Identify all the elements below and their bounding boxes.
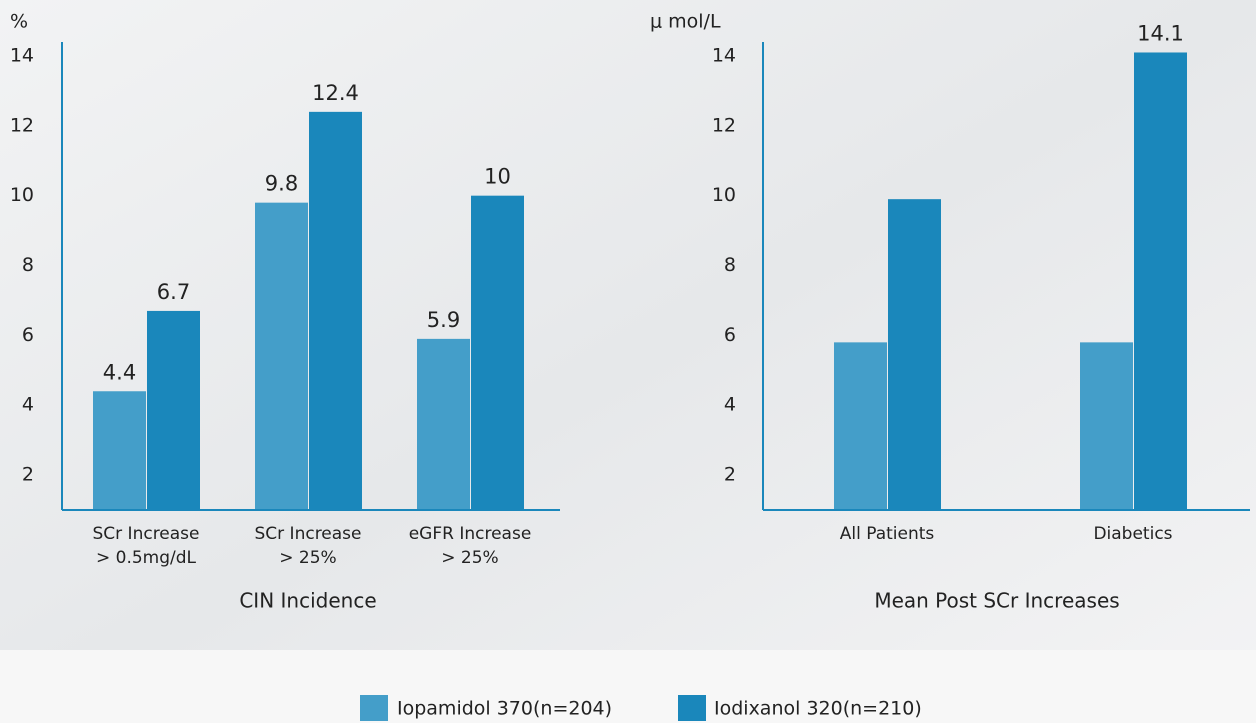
y-tick-label: 2 xyxy=(724,464,736,486)
value-label: 14.1 xyxy=(1137,21,1184,45)
bar xyxy=(93,391,146,510)
y-unit: % xyxy=(10,11,28,33)
value-label: 6.7 xyxy=(157,280,190,304)
value-label: 12.4 xyxy=(312,81,359,105)
y-tick-label: 12 xyxy=(712,114,736,136)
legend-band xyxy=(0,650,1256,723)
y-tick-label: 4 xyxy=(724,394,736,416)
x-tick-label: SCr Increase xyxy=(255,524,362,544)
bar xyxy=(309,111,362,511)
bar xyxy=(888,199,941,510)
legend-swatch xyxy=(360,695,388,721)
value-label: 4.4 xyxy=(103,360,136,384)
y-tick-label: 8 xyxy=(22,254,34,276)
y-tick-label: 8 xyxy=(724,254,736,276)
legend-label: Iopamidol 370(n=204) xyxy=(397,698,612,720)
value-label: 10 xyxy=(484,165,511,189)
y-tick-label: 12 xyxy=(10,114,34,136)
x-axis-title: Mean Post SCr Increases xyxy=(874,589,1119,613)
x-tick-label: All Patients xyxy=(840,524,935,544)
x-tick-label: > 25% xyxy=(441,548,498,568)
y-tick-label: 4 xyxy=(22,394,34,416)
y-tick-label: 14 xyxy=(712,44,736,66)
x-axis-title: CIN Incidence xyxy=(239,589,376,613)
y-tick-label: 10 xyxy=(10,184,34,206)
y-tick-label: 10 xyxy=(712,184,736,206)
value-label: 5.9 xyxy=(427,308,460,332)
bar xyxy=(147,310,200,510)
bar xyxy=(1080,342,1133,510)
y-tick-label: 6 xyxy=(22,324,34,346)
x-tick-label: > 25% xyxy=(279,548,336,568)
x-tick-label: Diabetics xyxy=(1093,524,1172,544)
y-unit: μ mol/L xyxy=(650,11,721,33)
bar xyxy=(255,202,308,510)
legend-swatch xyxy=(678,695,706,721)
bar xyxy=(1134,52,1187,511)
bar xyxy=(417,338,470,510)
y-tick-label: 2 xyxy=(22,464,34,486)
legend-label: Iodixanol 320(n=210) xyxy=(714,698,922,720)
value-label: 9.8 xyxy=(265,172,298,196)
x-tick-label: eGFR Increase xyxy=(409,524,532,544)
bar xyxy=(834,342,887,510)
bar xyxy=(471,195,524,511)
x-tick-label: > 0.5mg/dL xyxy=(96,548,197,568)
x-tick-label: SCr Increase xyxy=(93,524,200,544)
y-tick-label: 6 xyxy=(724,324,736,346)
y-tick-label: 14 xyxy=(10,44,34,66)
